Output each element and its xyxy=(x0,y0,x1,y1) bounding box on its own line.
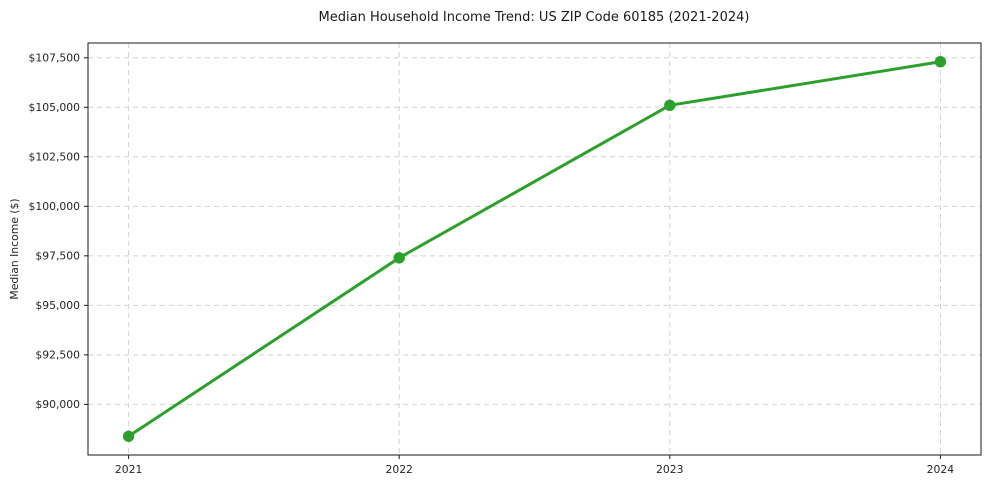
y-axis-title: Median Income ($) xyxy=(8,198,21,299)
y-tick-label: $90,000 xyxy=(35,398,80,411)
trend-line xyxy=(127,60,942,438)
x-tick-label: 2023 xyxy=(656,463,683,476)
data-point-2021 xyxy=(122,430,135,442)
y-tick-label: $102,500 xyxy=(28,151,80,164)
y-tick-label: $97,500 xyxy=(35,250,80,263)
plot-area: $90,000 $92,500 $95,000 $97,500 $100,000 $102… xyxy=(28,42,982,476)
y-tick-label: $95,000 xyxy=(35,299,80,312)
y-tick-label: $107,500 xyxy=(28,52,80,65)
x-tick-label: 2021 xyxy=(115,463,142,476)
chart-title: Median Household Income Trend: US ZIP Co… xyxy=(319,10,750,25)
data-point-2023 xyxy=(664,99,676,112)
y-tick-label: $105,000 xyxy=(28,101,80,114)
data-point-2024 xyxy=(934,56,947,68)
y-tick-label: $92,500 xyxy=(35,349,80,362)
plot-border xyxy=(87,42,982,456)
y-tick-label: $100,000 xyxy=(28,200,80,213)
x-tick-label: 2024 xyxy=(927,463,955,476)
data-point-2022 xyxy=(393,252,405,264)
x-tick-label: 2022 xyxy=(385,463,412,476)
